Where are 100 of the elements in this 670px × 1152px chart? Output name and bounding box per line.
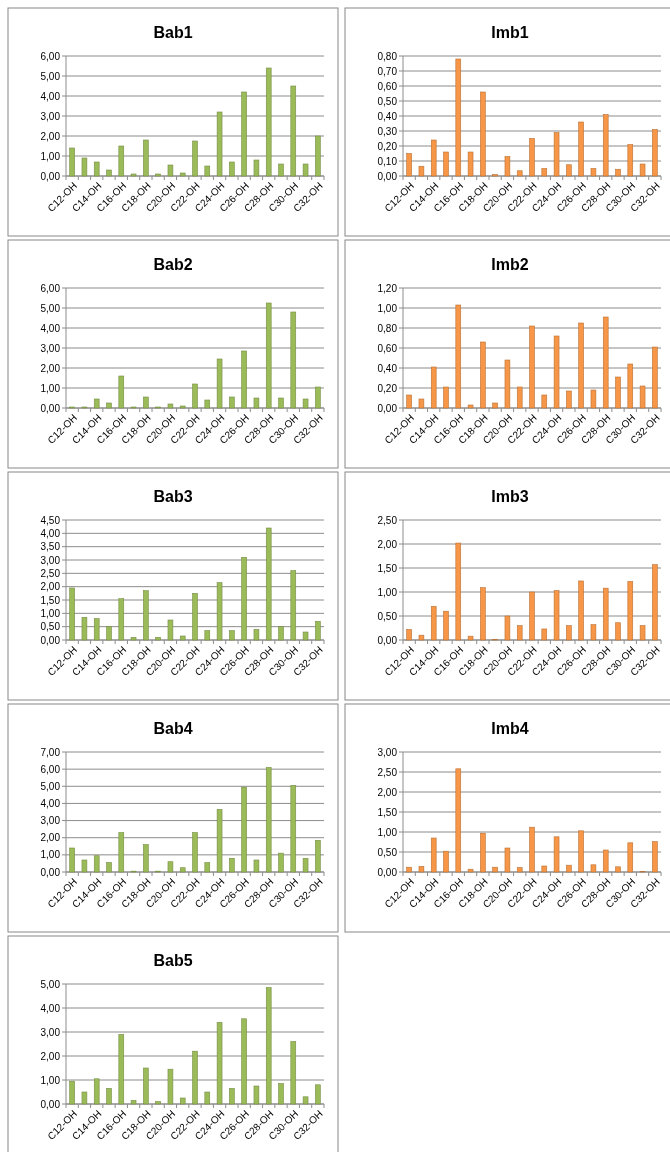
bar <box>553 590 560 641</box>
y-tick-label: 4,50 <box>40 514 61 526</box>
bar <box>167 164 174 177</box>
chart-title: Bab2 <box>153 256 193 273</box>
y-tick-label: 1,00 <box>40 382 61 394</box>
chart-title: Imb1 <box>491 24 529 41</box>
bar <box>406 153 412 177</box>
y-tick-label: 1,00 <box>377 826 398 838</box>
y-tick-label: 0,00 <box>377 634 398 646</box>
bar <box>278 626 284 641</box>
bar <box>652 841 658 873</box>
bar <box>253 397 260 409</box>
bar <box>602 316 609 409</box>
bar <box>265 527 272 641</box>
y-tick-label: 0,50 <box>377 610 398 622</box>
y-tick-label: 0,20 <box>377 382 398 394</box>
bar <box>302 163 309 177</box>
y-tick-label: 1,00 <box>40 150 61 162</box>
bar <box>253 159 260 177</box>
bar <box>81 157 88 177</box>
y-tick-label: 0,80 <box>377 50 398 62</box>
bar <box>529 826 535 873</box>
bar <box>627 581 634 641</box>
bar <box>480 832 486 873</box>
bar <box>430 837 437 873</box>
bar <box>430 606 437 641</box>
bar <box>553 132 560 177</box>
y-tick-label: 0,70 <box>377 65 398 77</box>
bar <box>278 852 284 873</box>
bar <box>167 861 174 873</box>
bar <box>253 859 260 873</box>
y-tick-label: 0,50 <box>377 95 398 107</box>
bar <box>467 868 474 873</box>
bar <box>504 615 511 641</box>
bar <box>69 147 75 177</box>
bar <box>69 587 75 641</box>
bar <box>118 375 125 409</box>
bar <box>315 839 321 873</box>
y-tick-label: 3,00 <box>40 815 61 827</box>
bar <box>455 768 462 873</box>
bar <box>443 850 449 873</box>
bar <box>216 809 223 873</box>
bar <box>278 1083 284 1105</box>
bar <box>106 1088 112 1105</box>
bar <box>229 857 235 873</box>
bar <box>192 593 198 641</box>
chart-title: Imb2 <box>491 256 529 273</box>
bar <box>302 631 309 641</box>
y-tick-label: 1,00 <box>40 607 61 619</box>
bar <box>443 386 449 409</box>
bar <box>167 619 174 641</box>
y-tick-label: 0,20 <box>377 140 398 152</box>
bar <box>118 832 125 873</box>
bar <box>143 396 149 409</box>
y-tick-label: 1,20 <box>377 282 398 294</box>
chart-title: Imb3 <box>491 488 529 505</box>
bar <box>81 859 88 873</box>
bar <box>467 151 474 177</box>
bar <box>192 1050 198 1105</box>
bar <box>106 862 112 873</box>
bar <box>315 135 321 177</box>
bar <box>541 394 548 409</box>
chart-title: Bab5 <box>153 952 193 969</box>
bar <box>130 1100 137 1105</box>
bar <box>590 168 597 177</box>
bar <box>278 163 284 177</box>
y-tick-label: 0,40 <box>377 362 398 374</box>
y-tick-label: 5,00 <box>40 780 61 792</box>
y-tick-label: 1,00 <box>40 1074 61 1086</box>
bar <box>566 625 572 641</box>
y-tick-label: 2,00 <box>40 1050 61 1062</box>
bar <box>155 173 161 177</box>
bar <box>418 398 425 409</box>
bar <box>241 557 247 641</box>
y-tick-label: 2,00 <box>40 362 61 374</box>
bar <box>430 139 437 177</box>
bar <box>93 618 100 641</box>
bar <box>93 1078 100 1105</box>
bar <box>578 121 584 177</box>
bar <box>69 1080 75 1105</box>
bar <box>216 582 223 641</box>
y-tick-label: 2,00 <box>40 581 61 593</box>
bar <box>406 394 412 409</box>
bar <box>253 629 260 641</box>
y-tick-label: 5,00 <box>40 978 61 990</box>
bar <box>455 542 462 641</box>
bar <box>143 1067 149 1105</box>
bar <box>529 138 535 177</box>
bar <box>290 1041 297 1105</box>
y-tick-label: 2,00 <box>40 832 61 844</box>
bar <box>590 864 597 873</box>
bar <box>143 844 149 873</box>
bar <box>192 832 198 873</box>
y-tick-label: 1,00 <box>40 849 61 861</box>
bar <box>290 311 297 409</box>
bar <box>192 140 198 177</box>
bar <box>315 386 321 409</box>
y-tick-label: 0,00 <box>377 170 398 182</box>
bar <box>93 398 100 409</box>
bar <box>615 168 621 177</box>
